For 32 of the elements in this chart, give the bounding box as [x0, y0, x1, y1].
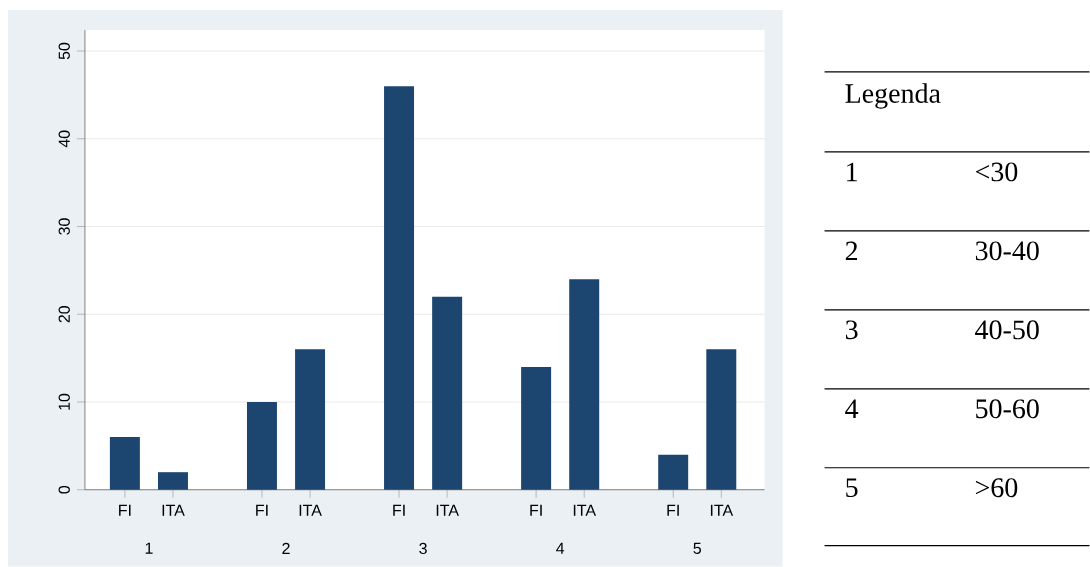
- text: 4: [556, 542, 565, 554]
- text: 2: [845, 241, 858, 261]
- text: <30: [975, 162, 1018, 182]
- x-tick-label: FI: [393, 504, 405, 516]
- text: 1: [145, 542, 153, 554]
- text: >60: [975, 478, 1018, 498]
- text: 5: [846, 478, 858, 498]
- x-tick-label: ITA: [710, 504, 734, 516]
- y-tick-label: 0: [58, 486, 70, 494]
- y-tick-label: 30: [58, 218, 70, 235]
- text: 4: [845, 399, 859, 419]
- text: 2: [282, 542, 290, 555]
- text: 50-60: [976, 399, 1039, 419]
- y-tick-label: 10: [58, 393, 70, 410]
- text: 3: [419, 542, 427, 555]
- text: 5: [693, 542, 702, 555]
- text: 3: [845, 320, 858, 340]
- text: 1: [847, 162, 857, 182]
- y-tick-label: 40: [58, 130, 70, 148]
- x-tick-label: FI: [667, 504, 679, 516]
- y-tick-label: 20: [58, 306, 70, 323]
- x-tick-label: FI: [256, 504, 268, 516]
- x-tick-label: FI: [530, 504, 542, 516]
- x-tick-label: ITA: [299, 504, 322, 516]
- text: 30-40: [975, 241, 1039, 261]
- text: Legenda: [845, 83, 941, 109]
- x-tick-label: FI: [119, 504, 131, 516]
- text: 40-50: [975, 320, 1039, 340]
- x-tick-label: ITA: [436, 504, 459, 516]
- x-tick-label: ITA: [573, 504, 597, 516]
- y-tick-label: 50: [58, 42, 70, 60]
- x-tick-label: ITA: [162, 504, 185, 516]
